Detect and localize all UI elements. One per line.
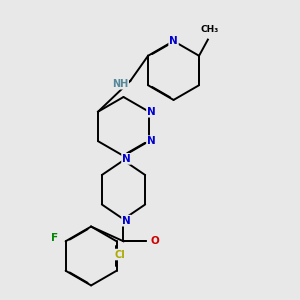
Text: NH: NH <box>112 79 128 89</box>
Text: N: N <box>122 216 131 226</box>
Text: F: F <box>51 233 58 243</box>
Text: N: N <box>122 154 131 164</box>
Text: CH₃: CH₃ <box>200 25 218 34</box>
Text: O: O <box>150 236 159 246</box>
Text: N: N <box>147 136 156 146</box>
Text: N: N <box>147 107 156 117</box>
Text: Cl: Cl <box>114 250 125 260</box>
Text: N: N <box>169 36 178 46</box>
